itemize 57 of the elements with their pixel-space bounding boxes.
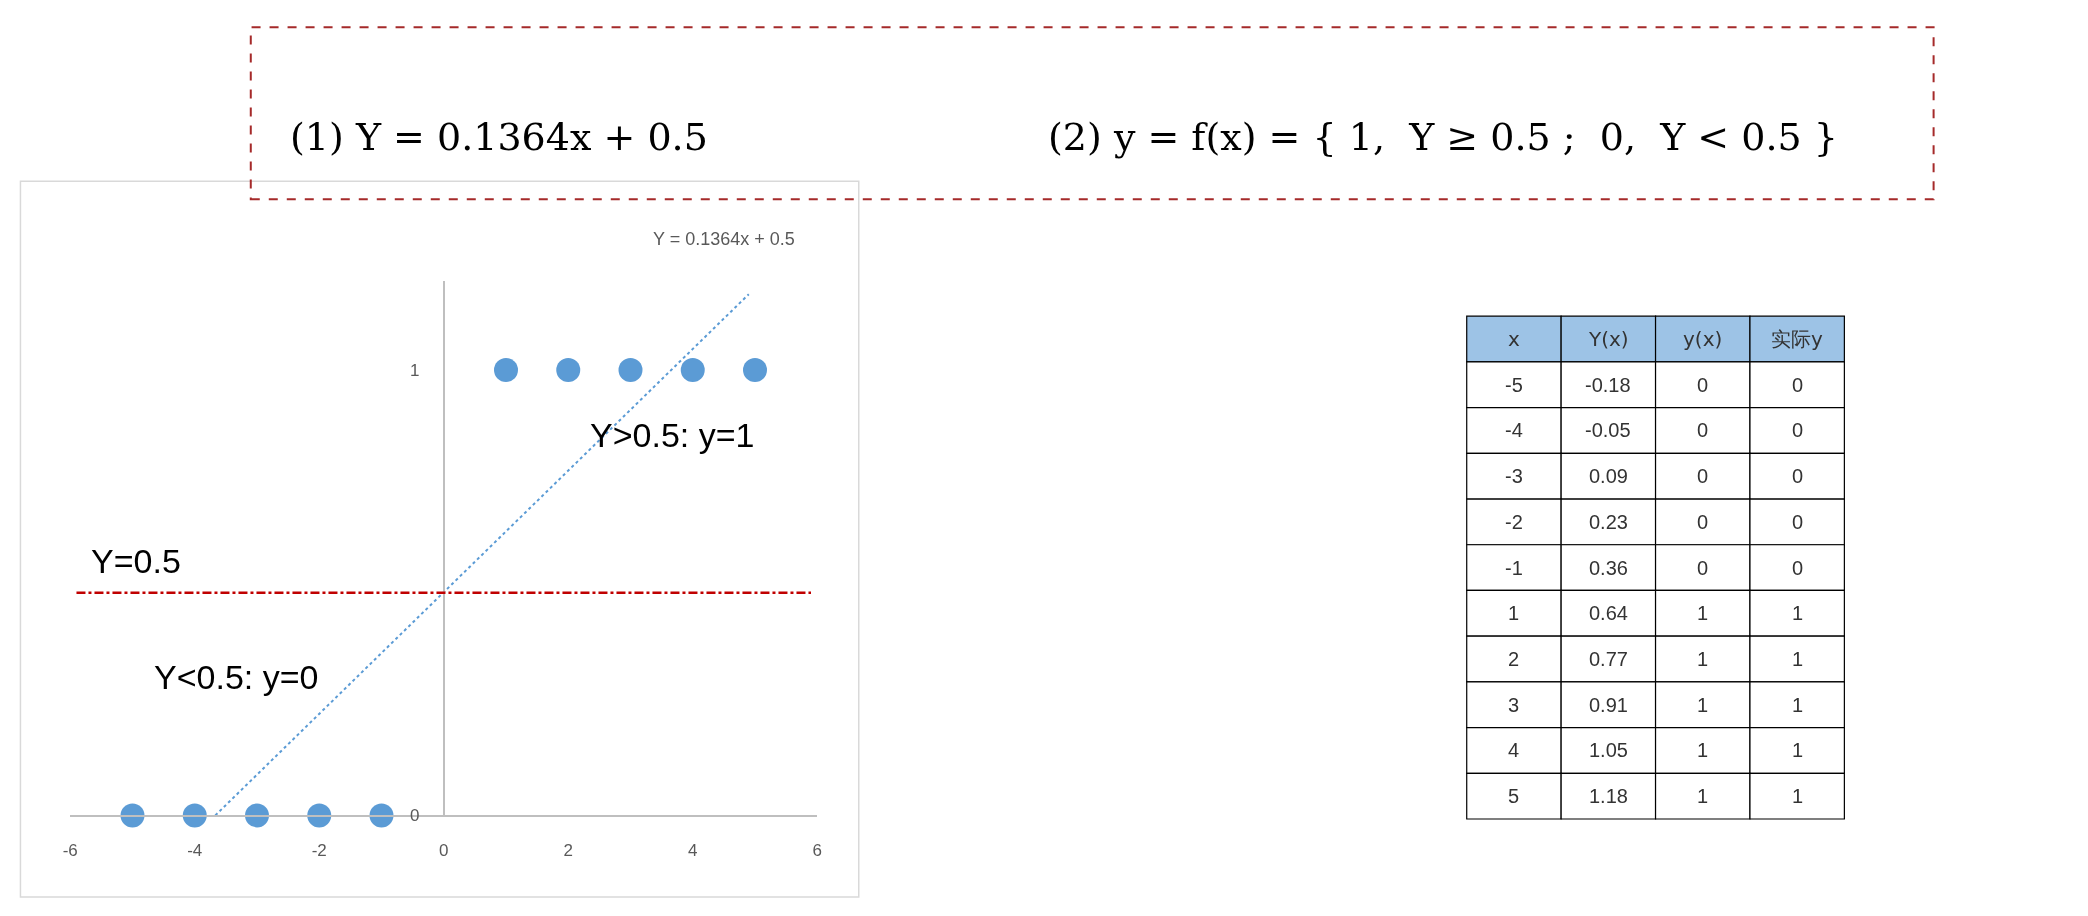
x-tick-label: 6: [812, 840, 822, 860]
text: 0: [1792, 557, 1804, 579]
text: 1: [1792, 648, 1804, 670]
text: -0.05: [1585, 419, 1631, 441]
text: 1: [1697, 602, 1709, 624]
x-tick-label: -6: [62, 840, 78, 860]
text: 0.91: [1589, 694, 1628, 716]
text: 5: [1508, 785, 1520, 807]
text: -0.18: [1585, 374, 1631, 396]
text: 1: [1508, 602, 1520, 624]
text: 0: [1697, 419, 1709, 441]
text: -4: [1505, 419, 1523, 441]
text: 1.18: [1589, 785, 1628, 807]
text: (1) Y = 0.1364x + 0.5: [290, 115, 708, 159]
ref-line-label: Y=0.5: [91, 542, 181, 580]
text: 1: [1792, 785, 1804, 807]
category-label: y(x): [1683, 327, 1723, 351]
x-tick-label: -4: [187, 840, 203, 860]
text: 1.05: [1589, 739, 1628, 761]
category-label: 实际y: [1771, 327, 1823, 351]
text: -5: [1505, 374, 1523, 396]
x-tick-label: 0: [439, 840, 449, 860]
text: Y = 0.1364x + 0.5: [653, 229, 795, 249]
text: -2: [1505, 511, 1523, 533]
annotation: Y>0.5: y=1: [590, 416, 755, 454]
x-tick-label: -2: [311, 840, 327, 860]
text: 1: [1792, 602, 1804, 624]
text: (2) y = f(x) = { 1, Y ≥ 0.5 ; 0, Y < 0.5 }: [1048, 115, 1838, 159]
text: -3: [1505, 465, 1523, 487]
category-label: Y(x): [1588, 327, 1629, 351]
text: 0: [1792, 511, 1804, 533]
text: 0: [1792, 465, 1804, 487]
text: 0.77: [1589, 648, 1628, 670]
text: 1: [1792, 739, 1804, 761]
text: 1: [1697, 739, 1709, 761]
text: 1: [1792, 694, 1804, 716]
text: 0.36: [1589, 557, 1628, 579]
text: 1: [1697, 694, 1709, 716]
text: 0: [1697, 511, 1709, 533]
text: 1: [1697, 785, 1709, 807]
text: 2: [1508, 648, 1520, 670]
annotation: Y<0.5: y=0: [154, 658, 319, 696]
text: 0.09: [1589, 465, 1628, 487]
text: 0: [1697, 557, 1709, 579]
category-label: x: [1508, 327, 1520, 351]
text: 0.64: [1589, 602, 1628, 624]
text: 0: [1792, 419, 1804, 441]
text: 0: [1697, 374, 1709, 396]
x-tick-label: 2: [563, 840, 573, 860]
text: 1: [1697, 648, 1709, 670]
text: 0.23: [1589, 511, 1628, 533]
x-tick-label: 4: [688, 840, 698, 860]
text: 4: [1508, 739, 1520, 761]
text: 0: [1792, 374, 1804, 396]
text: 3: [1508, 694, 1520, 716]
text: 0: [1697, 465, 1709, 487]
text: -1: [1505, 557, 1523, 579]
